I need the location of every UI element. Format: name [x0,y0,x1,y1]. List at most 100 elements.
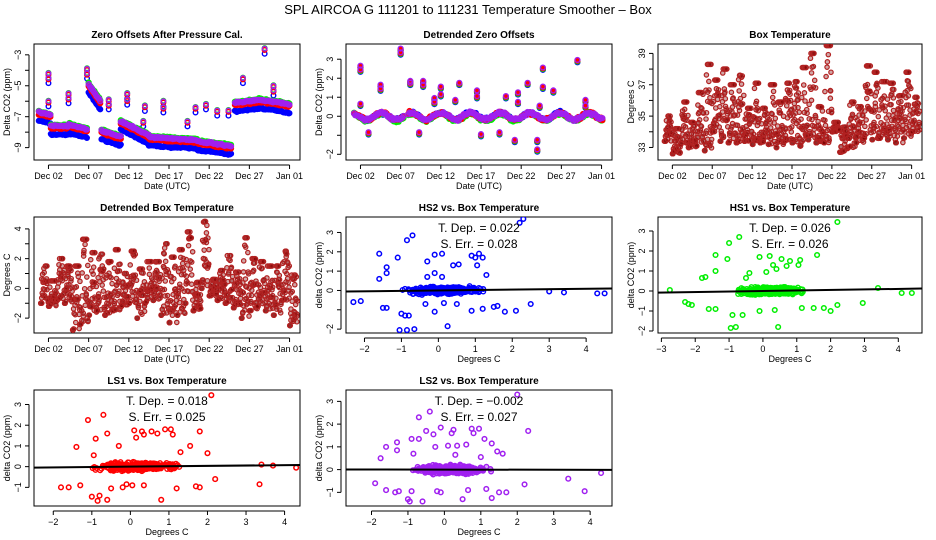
data-point [827,95,834,102]
data-point [116,268,123,274]
data-point [244,235,250,241]
data-point [437,91,444,98]
data-point [769,94,776,101]
y-axis-label: Delta CO2 (ppm) [314,68,324,136]
y-tick-label: 1 [325,95,335,100]
data-point [851,99,857,105]
data-point [185,242,192,249]
data-point [890,95,897,101]
data-point [851,124,857,130]
plot-area [35,45,293,158]
data-point [599,114,606,122]
data-point [863,117,869,123]
data-point [239,75,246,82]
data-point [788,124,795,130]
data-point [127,262,134,268]
x-axis-label: Date (UTC) [456,181,502,191]
data-point [137,298,143,305]
data-point [44,263,50,269]
temp-dependence-label: T. Dep. = 0.022 [438,221,520,235]
x-axis-label: Date (UTC) [144,354,190,364]
data-point [100,266,107,272]
data-point [172,263,178,270]
data-point [739,101,746,107]
data-point [828,69,834,76]
data-point [227,150,235,157]
data-point [132,272,139,278]
data-point [250,267,257,274]
data-point [220,272,227,278]
data-point [171,254,177,260]
data-point [105,96,112,103]
data-point [514,89,522,96]
x-tick-label: Dec 07 [698,171,727,181]
data-point [403,327,411,333]
data-point [708,145,715,151]
data-point [582,102,589,109]
series-temperature [38,218,300,333]
data-point [84,65,91,72]
data-point [875,85,881,91]
data-point [83,236,90,243]
chart-title: Box Temperature [749,30,831,41]
data-point [376,275,383,282]
data-point [882,103,888,110]
data-point [914,94,920,101]
data-point [424,258,431,265]
data-point [93,283,100,290]
data-point [860,112,866,119]
x-tick-label: Dec 22 [818,171,847,181]
x-tick-label: Dec 02 [34,171,63,181]
data-point [84,70,91,77]
data-point [206,246,212,253]
data-point [862,123,868,130]
data-point [201,247,207,253]
data-point [722,89,728,95]
data-point [900,135,907,141]
data-point [284,275,291,282]
data-point [176,299,183,306]
data-point [180,267,187,273]
data-point [794,78,800,85]
x-axis-label: Date (UTC) [144,181,190,191]
data-point [45,75,52,82]
data-point [440,299,447,307]
data-point [286,284,292,291]
data-point [409,232,416,239]
data-point [736,138,743,145]
y-tick-label: −2 [13,313,23,323]
data-point [96,296,103,303]
data-point [826,137,833,143]
data-point [539,64,546,71]
data-point [786,80,793,86]
data-point [403,237,411,244]
data-point [755,80,762,86]
data-point [258,265,265,272]
data-point [770,88,777,95]
data-point [825,51,832,58]
data-point [439,273,446,280]
data-point [708,136,715,143]
data-point [205,263,212,269]
data-point [703,109,710,116]
data-point [286,263,293,269]
data-point [59,263,66,269]
data-point [293,273,300,280]
plot-area [38,218,300,333]
data-point [377,81,384,88]
data-point [117,141,124,148]
data-point [683,99,690,105]
data-point [450,262,457,269]
data-point [771,81,778,88]
y-axis-label: Delta CO2 (ppm) [2,68,12,136]
data-point [795,90,802,96]
data-point [827,44,834,49]
data-point [108,258,114,265]
data-point [227,257,233,264]
data-point [875,113,882,120]
data-point [905,69,912,76]
data-point [171,275,177,282]
data-point [439,250,446,257]
data-point [182,310,188,317]
data-point [270,82,277,89]
